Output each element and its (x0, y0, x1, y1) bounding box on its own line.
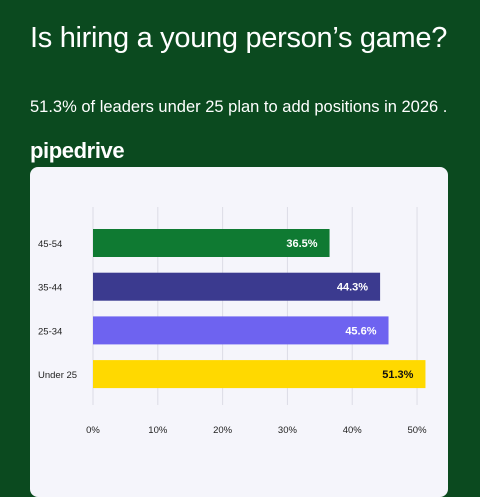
bar-value-label: 45.6% (345, 325, 376, 337)
bar-3 (93, 316, 389, 345)
bar-2 (93, 272, 381, 301)
brand-logo: pipedrive (30, 138, 125, 163)
category-label: 25-34 (38, 326, 62, 337)
x-tick-label: 20% (213, 425, 233, 436)
bar-value-label: 36.5% (286, 238, 317, 250)
bar-4 (93, 360, 426, 389)
page-subtitle: 51.3% of leaders under 25 plan to add po… (30, 98, 448, 116)
x-tick-label: 0% (86, 425, 100, 436)
page-title: Is hiring a young person’s game? (30, 22, 448, 54)
value-labels: 36.5% 44.3% 45.6% 51.3% (286, 238, 413, 381)
bar-chart: 36.5% 44.3% 45.6% 51.3% 45-54 35-44 25-34 Unde… (38, 207, 427, 436)
bar-value-label: 51.3% (382, 369, 413, 381)
chart-card: 36.5% 44.3% 45.6% 51.3% 45-54 35-44 25-34 Unde… (30, 167, 448, 497)
bar-1 (93, 229, 330, 257)
x-tick-labels: 0% 10% 20% 30% 40% 50% (86, 425, 427, 436)
category-label: 45-54 (38, 239, 62, 250)
bar-value-label: 44.3% (337, 282, 368, 294)
x-tick-label: 50% (408, 425, 428, 436)
category-labels: 45-54 35-44 25-34 Under 25 (38, 239, 77, 381)
bars (93, 229, 426, 389)
x-tick-label: 30% (278, 425, 298, 436)
category-label: Under 25 (38, 370, 77, 381)
category-label: 35-44 (38, 283, 62, 294)
x-tick-label: 40% (343, 425, 363, 436)
x-tick-label: 10% (148, 425, 168, 436)
